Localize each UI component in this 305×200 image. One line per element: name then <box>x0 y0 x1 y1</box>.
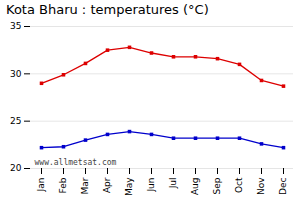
svg-text:20: 20 <box>10 163 22 173</box>
svg-text:35: 35 <box>10 21 21 31</box>
svg-text:Nov: Nov <box>256 177 266 195</box>
svg-text:Sep: Sep <box>212 177 222 194</box>
svg-text:Apr: Apr <box>102 177 112 193</box>
svg-text:Jun: Jun <box>146 178 156 193</box>
svg-text:30: 30 <box>10 69 22 79</box>
svg-text:Aug: Aug <box>190 178 200 196</box>
svg-text:Dec: Dec <box>278 177 288 194</box>
svg-text:May: May <box>124 177 134 196</box>
svg-text:Jul: Jul <box>168 178 178 190</box>
html-text:Kota Bharu : temperatures (°C): Kota Bharu : temperatures (°C) <box>6 2 209 17</box>
svg-text:Feb: Feb <box>58 177 68 193</box>
svg-text:Mar: Mar <box>80 177 90 194</box>
svg-text:25: 25 <box>10 116 21 126</box>
svg-text:www.allmetsat.com: www.allmetsat.com <box>35 158 117 167</box>
svg-text:Jan: Jan <box>36 178 46 193</box>
svg-text:Oct: Oct <box>234 177 244 193</box>
